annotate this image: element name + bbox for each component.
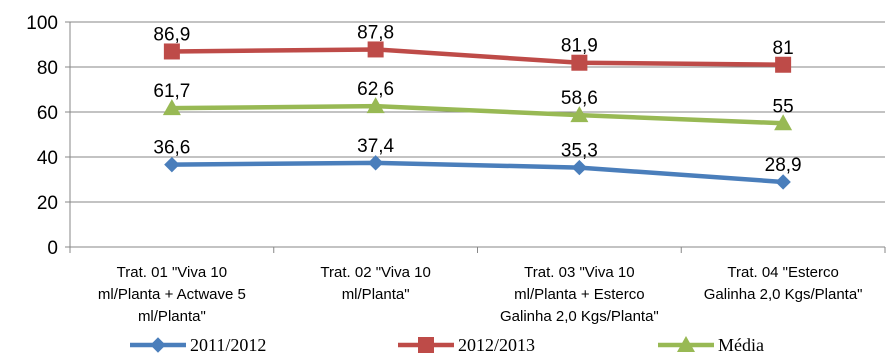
data-point	[367, 155, 384, 171]
x-tick-label: Trat. 01 "Viva 10 ml/Planta + Actwave 5 ml…	[98, 264, 246, 325]
data-label: 62,6	[357, 79, 394, 100]
x-tick-label: Trat. 04 "Esterco Galinha 2,0 Kgs/Planta"	[704, 264, 863, 303]
data-label: 37,4	[357, 136, 394, 157]
legend-label: 2011/2012	[190, 335, 266, 355]
y-tick-label: 40	[37, 148, 58, 169]
data-point	[570, 106, 589, 123]
data-point	[367, 41, 384, 58]
y-axis: 0 20 40 60 80 100	[26, 13, 71, 259]
x-tick-label: Trat. 02 "Viva 10 ml/Planta"	[320, 264, 430, 303]
data-label: 87,8	[357, 22, 394, 43]
legend-marker	[677, 336, 695, 352]
y-tick-label: 60	[37, 103, 58, 124]
data-point	[162, 99, 181, 116]
y-tick-label: 80	[37, 58, 58, 79]
legend-marker	[418, 337, 434, 353]
y-tick-label: 20	[37, 193, 58, 214]
data-label: 58,6	[561, 88, 598, 109]
legend-label: Média	[718, 335, 764, 355]
data-label: 28,9	[765, 155, 802, 176]
x-axis: Trat. 01 "Viva 10 ml/Planta + Actwave 5 ml…	[69, 246, 886, 325]
data-label: 55	[773, 96, 794, 117]
data-label: 86,9	[153, 24, 190, 45]
data-point	[571, 54, 588, 71]
series-line	[171, 47, 784, 67]
data-point	[571, 159, 588, 176]
y-tick-label: 100	[26, 13, 58, 34]
data-point	[774, 114, 793, 131]
data-label: 81	[773, 38, 794, 59]
data-point	[775, 56, 792, 73]
data-labels: 36,6 37,4 35,3 28,9 86,9 87,8 81,9 81 61,7 62,6 58…	[153, 22, 801, 176]
x-tick-label: Trat. 03 "Viva 10 ml/Planta + Esterco Gali…	[500, 264, 659, 325]
data-label: 61,7	[153, 81, 190, 102]
series-line	[171, 160, 784, 185]
series-line	[171, 103, 784, 126]
data-label: 36,6	[153, 138, 190, 159]
legend: 2011/2012 2012/2013 Média	[130, 335, 764, 355]
data-point	[366, 97, 385, 114]
legend-label: 2012/2013	[458, 335, 535, 355]
data-point	[775, 174, 791, 190]
data-label: 81,9	[561, 36, 598, 57]
legend-marker	[150, 337, 166, 353]
series-group	[162, 41, 793, 190]
data-point	[163, 43, 180, 60]
data-point	[164, 156, 180, 173]
y-tick-label: 0	[47, 238, 58, 259]
data-label: 35,3	[561, 141, 598, 162]
